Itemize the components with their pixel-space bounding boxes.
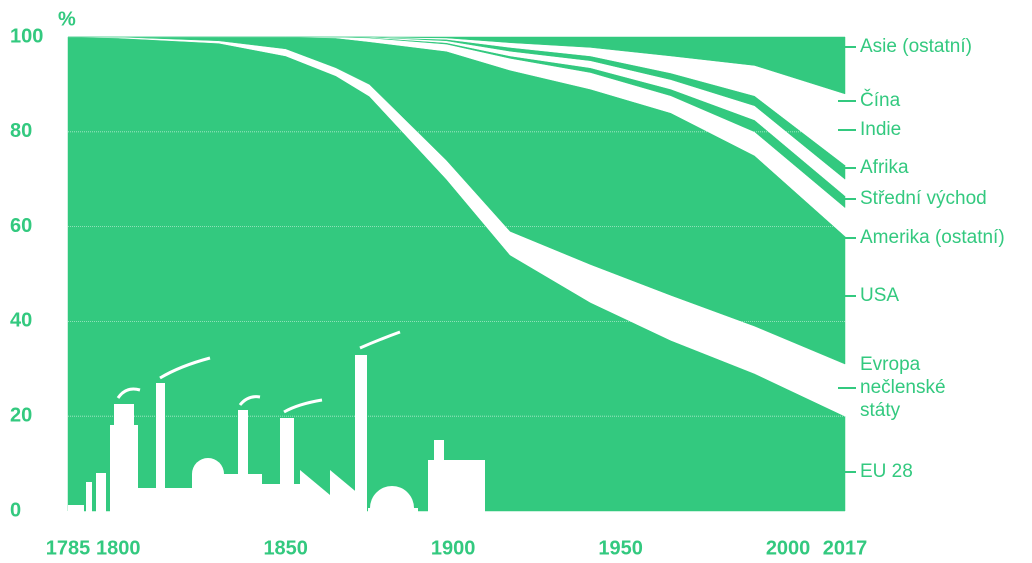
axes: 0 20 40 60 80 100 1785 1800 1850 1900 1950 2000 2017: [10, 25, 867, 559]
grid: [68, 131, 845, 417]
legend: EU 28 Evropa nečlenské státy USA Amerika (ost…: [838, 36, 1005, 482]
y-tick-label: 100: [10, 25, 43, 47]
factory-illustration: [68, 330, 485, 530]
legend-label: Amerika (ostatní): [860, 227, 1005, 248]
y-tick-label: 60: [10, 215, 32, 237]
legend-label: Evropa nečlenské státy: [860, 354, 946, 421]
legend-label: USA: [860, 285, 899, 306]
x-tick-label: 2000: [766, 537, 811, 559]
y-tick-label: 0: [10, 499, 21, 521]
legend-label: Čína: [860, 89, 901, 111]
area: [68, 36, 846, 95]
legend-label: EU 28: [860, 461, 913, 482]
x-tick-label: 1800: [96, 537, 141, 559]
y-tick-label: 40: [10, 310, 32, 332]
legend-label: Asie (ostatní): [860, 36, 972, 57]
legend-label: Střední východ: [860, 188, 987, 209]
legend-label-line: Evropa: [860, 354, 921, 375]
x-tick-label: 2017: [823, 537, 868, 559]
x-tick-label: 1785: [46, 537, 91, 559]
y-unit-label: %: [58, 8, 76, 30]
x-tick-label: 1900: [431, 537, 476, 559]
areas: [67, 36, 846, 512]
y-tick-label: 80: [10, 120, 32, 142]
legend-label: Indie: [860, 119, 901, 140]
x-tick-label: 1950: [598, 537, 643, 559]
legend-label-line: státy: [860, 400, 901, 421]
y-tick-label: 20: [10, 404, 32, 426]
legend-label: Afrika: [860, 157, 909, 178]
x-tick-label: 1850: [263, 537, 308, 559]
legend-label-line: nečlenské: [860, 377, 946, 398]
